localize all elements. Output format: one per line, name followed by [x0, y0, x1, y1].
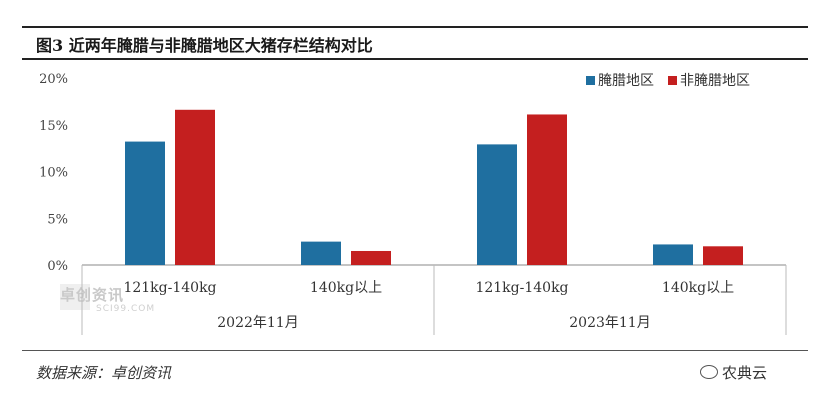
brand-logo: 农典云	[700, 362, 767, 383]
plot-frame	[22, 58, 808, 351]
bar	[125, 141, 165, 265]
y-tick-label: 10%	[39, 166, 68, 181]
labels-layer: 121kg-140kg 140kg以上 121kg-140kg 140kg以上 2022…	[123, 280, 734, 331]
bar	[301, 241, 341, 265]
bar	[703, 246, 743, 265]
legend: 腌腊地区 非腌腊地区	[586, 73, 750, 89]
legend-label: 腌腊地区	[598, 73, 654, 89]
group-label: 2023年11月	[569, 315, 650, 331]
bar	[653, 244, 693, 265]
y-tick-label: 0%	[47, 259, 68, 274]
bars-layer	[125, 109, 743, 265]
bar	[477, 144, 517, 265]
y-tick-label: 15%	[39, 119, 68, 134]
x-tick-label: 140kg以上	[310, 280, 382, 296]
wechat-icon	[700, 365, 718, 379]
watermark-sub: SCI99.COM	[96, 304, 156, 314]
y-tick-label: 20%	[39, 72, 68, 87]
watermark-logo-icon	[60, 284, 90, 310]
brand-logo-text: 农典云	[722, 364, 768, 382]
legend-swatch	[586, 76, 595, 85]
x-tick-label: 121kg-140kg	[475, 280, 568, 296]
title-bar: 图3 近两年腌腊与非腌腊地区大猪存栏结构对比	[22, 26, 808, 60]
group-label: 2022年11月	[217, 315, 298, 331]
y-tick-label: 5%	[47, 212, 68, 227]
chart-title: 图3 近两年腌腊与非腌腊地区大猪存栏结构对比	[36, 36, 373, 55]
x-tick-label: 140kg以上	[662, 280, 734, 296]
bar	[175, 109, 215, 265]
x-tick-label: 121kg-140kg	[123, 280, 216, 296]
bar	[527, 114, 567, 265]
bar	[351, 250, 391, 265]
legend-label: 非腌腊地区	[680, 73, 750, 89]
legend-swatch	[668, 76, 677, 85]
source-note: 数据来源：卓创资讯	[36, 364, 172, 382]
watermark: 卓创资讯	[60, 286, 125, 304]
